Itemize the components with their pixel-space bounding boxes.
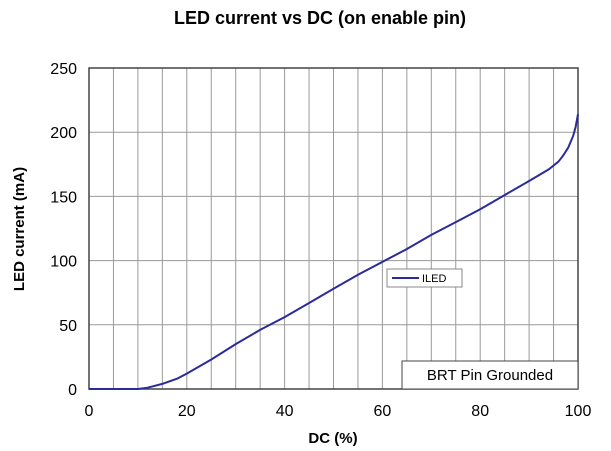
annotation-text: BRT Pin Grounded [427, 367, 553, 384]
x-tick-label: 60 [374, 403, 392, 420]
x-tick-label: 0 [85, 403, 94, 420]
x-tick-label: 80 [471, 403, 489, 420]
x-tick-label: 100 [565, 403, 592, 420]
annotation-box [401, 360, 579, 390]
y-tick-label: 200 [50, 125, 77, 142]
grid [89, 68, 578, 389]
chart-title: LED current vs DC (on enable pin) [174, 8, 466, 28]
plot-area [88, 67, 579, 390]
x-axis-title: DC (%) [308, 430, 357, 447]
y-tick-label: 250 [50, 61, 77, 78]
legend-box [386, 268, 463, 288]
x-axis: 0 20 40 60 80 100 [85, 403, 592, 420]
y-tick-label: 0 [68, 382, 77, 399]
x-tick-label: 20 [178, 403, 196, 420]
x-tick-label: 40 [276, 403, 294, 420]
legend: ILED [386, 268, 463, 288]
annotation: BRT Pin Grounded [401, 360, 579, 390]
series-line-iled [89, 114, 579, 390]
y-axis: 0 50 100 150 200 250 [50, 61, 77, 399]
legend-label: ILED [422, 273, 447, 285]
y-tick-label: 150 [50, 189, 77, 206]
y-axis-title: LED current (mA) [11, 167, 28, 291]
y-tick-label: 100 [50, 254, 77, 271]
y-tick-label: 50 [59, 318, 77, 335]
